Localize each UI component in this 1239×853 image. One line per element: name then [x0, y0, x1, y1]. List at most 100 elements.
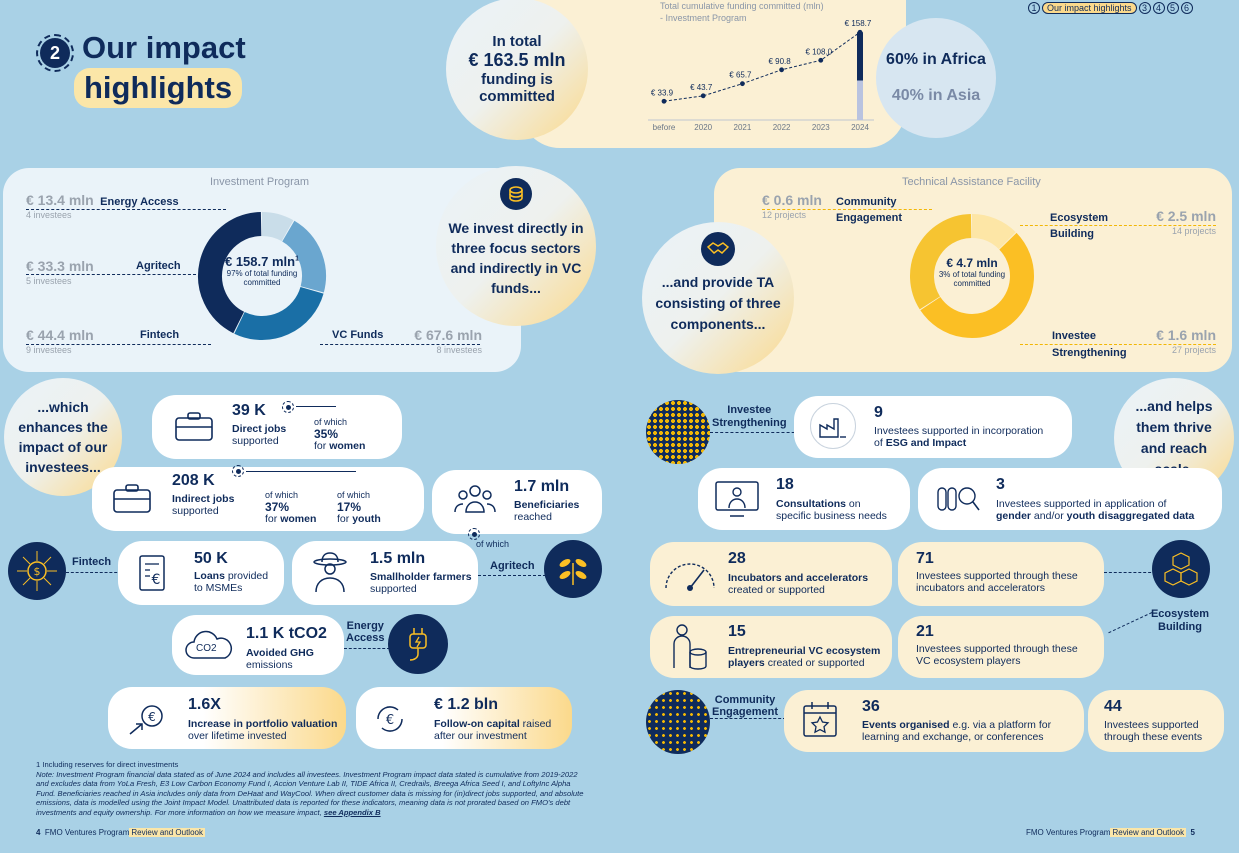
farmer-icon — [310, 550, 350, 594]
consultations-label: Consultations on specific business needs — [776, 498, 887, 522]
loans-label: Loans provided to MSMEs — [194, 570, 269, 594]
nav-item-active[interactable]: Our impact highlights — [1042, 2, 1137, 14]
investee-strengthening-dots-icon — [646, 400, 710, 464]
consultations-card — [698, 468, 910, 530]
provide-ta-circle: ...and provide TA consisting of three co… — [642, 222, 794, 374]
community-engagement-tag: Community Engagement — [712, 694, 779, 718]
beneficiaries-number: 1.7 mln — [514, 478, 570, 495]
ip-donut-chart — [198, 212, 326, 340]
donut-segment — [281, 220, 326, 293]
farmers-label: Smallholder farmers supported — [370, 571, 472, 595]
target-icon — [282, 401, 294, 413]
person-coins-icon — [668, 622, 710, 672]
consultations-number: 18 — [776, 476, 794, 493]
data-point — [700, 93, 706, 99]
briefcase-icon — [174, 410, 214, 442]
beneficiaries-label: Beneficiaries reached — [514, 499, 580, 523]
nav-item-4[interactable]: 4 — [1152, 2, 1165, 14]
esg-label: Investees supported in incorporation of E… — [874, 425, 1044, 449]
data-label: € 158.7 — [845, 19, 872, 28]
data-point — [818, 57, 824, 63]
euro-cycle-icon: € — [370, 700, 410, 738]
data-label: € 90.8 — [768, 57, 791, 66]
beneficiaries-card — [432, 470, 602, 534]
data-point — [740, 81, 745, 87]
loans-card — [118, 541, 284, 605]
chart-title: Total cumulative funding committed (mln)… — [660, 1, 824, 23]
ta-investee-name: Investee Strengthening — [1052, 330, 1127, 359]
footer-right: FMO Ventures Program Review and Outlook 5 — [1026, 828, 1195, 837]
farmers-card — [292, 541, 478, 605]
nav-item-5[interactable]: 5 — [1166, 2, 1179, 14]
donut-segment — [234, 286, 324, 340]
footer-left: 4 FMO Ventures Program Review and Outlook — [36, 828, 205, 837]
bar-2024-top — [857, 32, 863, 81]
tick-label: 2020 — [694, 123, 712, 132]
nav-item-6[interactable]: 6 — [1180, 2, 1193, 14]
factory-icon — [810, 403, 856, 449]
direct-jobs-number: 39 K — [232, 402, 266, 419]
of-which-label: of which — [476, 539, 510, 549]
ta-ecosystem-name: Ecosystem Building — [1050, 212, 1109, 240]
incubators-number: 28 — [728, 550, 746, 567]
page-title: Our impact — [82, 30, 246, 65]
ta-donut-center: € 4.7 mln 3% of total funding committed — [938, 256, 1006, 288]
tick-label: 2024 — [851, 123, 869, 132]
growth-coin-icon: € — [126, 700, 172, 738]
investee-strengthening-tag: Investee Strengthening — [712, 404, 787, 429]
svg-text:€: € — [386, 713, 394, 728]
farmers-number: 1.5 mln — [370, 550, 426, 567]
ta-community: € 0.6 mln 12 projects — [762, 192, 822, 220]
events-number: 36 — [862, 698, 880, 715]
events-investees-label: Investees supported through these events — [1104, 719, 1203, 743]
co2-number: 1.1 K tCO2 — [246, 625, 327, 642]
fintech-circle-icon: $ — [8, 542, 66, 600]
fintech-tag: Fintech — [72, 556, 112, 568]
handshake-icon — [701, 232, 735, 266]
ip-vc: VC Funds € 67.6 mln 8 investees — [332, 327, 482, 355]
indirect-jobs-label: Indirect jobs supported — [172, 493, 235, 517]
provide-ta-text: ...and provide TA consisting of three co… — [655, 274, 781, 332]
data-point — [779, 67, 784, 73]
section-nav: 1 Our impact highlights 3 4 5 6 — [1028, 2, 1193, 14]
ip-title: Investment Program — [210, 176, 310, 188]
nav-item-1[interactable]: 1 — [1028, 2, 1040, 14]
page-title-highlight: highlights — [74, 68, 243, 108]
data-label: € 65.7 — [729, 71, 752, 80]
events-investees-number: 44 — [1104, 698, 1122, 715]
indirect-women: of which 37% for women — [265, 490, 317, 525]
esg-number: 9 — [874, 404, 883, 421]
ecosystem-cubes-icon — [1152, 540, 1210, 598]
ta-donut-chart — [910, 214, 1034, 338]
incubator-investees-number: 71 — [916, 550, 934, 567]
cloud-co2-icon — [184, 628, 234, 662]
funding-line-chart: € 33.9 before € 43.7 2020 € 65.7 2021 € 90.8 20… — [648, 19, 874, 132]
nav-item-3[interactable]: 3 — [1138, 2, 1151, 14]
footnote: 1 Including reserves for direct investme… — [36, 760, 584, 817]
vc-investees-card — [898, 616, 1104, 678]
valuation-card — [108, 687, 346, 749]
agritech-circle-icon — [544, 540, 602, 598]
data-label: € 33.9 — [651, 88, 674, 97]
tick-label: before — [653, 123, 676, 132]
community-network-icon — [646, 690, 710, 754]
incubator-investees-label: Investees supported through these incubat… — [916, 570, 1078, 594]
invoice-icon: € — [134, 552, 170, 594]
target-icon — [468, 528, 480, 540]
section-number: 2 — [36, 34, 74, 72]
followon-number: € 1.2 bln — [434, 696, 499, 713]
incubators-label: Incubators and accelerators created or su… — [728, 572, 869, 596]
vc-players-label: Entrepreneurial VC ecosystem players crea… — [728, 645, 881, 669]
donut-segment — [920, 232, 1034, 338]
appendix-link[interactable]: see Appendix B — [323, 807, 381, 817]
vc-players-number: 15 — [728, 623, 746, 640]
donut-segment — [971, 214, 1016, 250]
video-call-icon — [712, 478, 762, 520]
region-asia: 40% in Asia — [891, 87, 981, 104]
people-icon — [452, 482, 498, 516]
regions-circle: 60% in Africa 40% in Asia — [876, 18, 996, 138]
followon-card — [356, 687, 572, 749]
donut-segment — [198, 212, 262, 334]
indirect-jobs-number: 208 K — [172, 472, 215, 489]
svg-text:€: € — [148, 710, 156, 724]
